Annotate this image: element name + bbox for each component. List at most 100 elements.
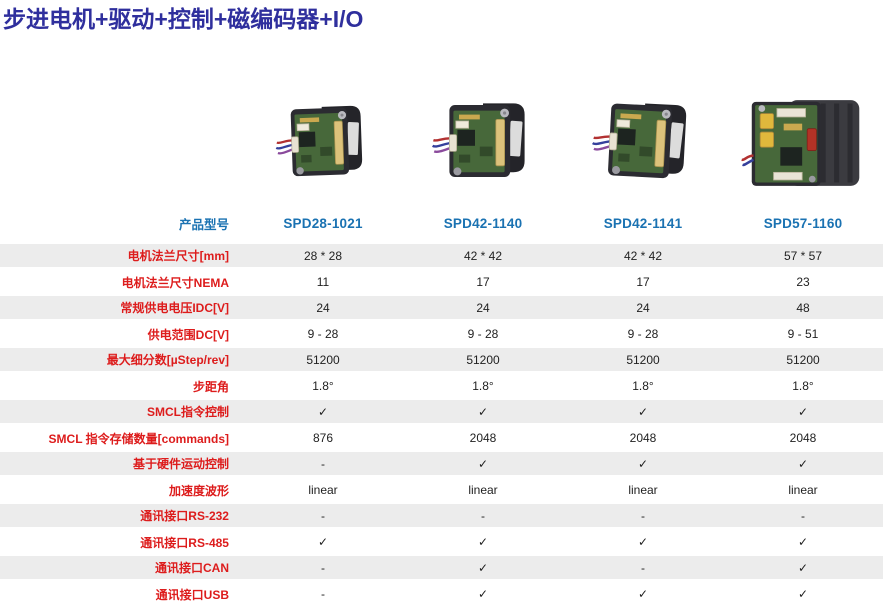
checkmark-cell: ✓ [637, 456, 649, 471]
cell-value: 51200 [306, 352, 340, 367]
row-label: 电机法兰尺寸[mm] [127, 249, 229, 263]
cell-value: 51200 [466, 352, 500, 367]
product-name-spd42-1141: SPD42-1141 [603, 215, 683, 231]
stepper-motor-photo-icon [587, 93, 699, 197]
product-model-header: 产品型号 [178, 217, 229, 232]
row-label: 基于硬件运动控制 [132, 457, 229, 471]
cell-value: linear [788, 483, 818, 497]
row-label: 通讯接口CAN [155, 561, 229, 575]
cell-value: 17 [476, 275, 490, 289]
cell-value: 9 - 51 [787, 327, 819, 341]
table-row-rs485: 通讯接口RS-485 ✓ ✓ ✓ ✓ [0, 529, 883, 555]
row-label: 电机法兰尺寸NEMA [121, 275, 229, 290]
checkmark-cell: ✓ [797, 456, 809, 471]
stepper-motor-photo-icon [271, 97, 375, 194]
checkmark-cell: ✓ [637, 535, 649, 549]
checkmark-cell: ✓ [797, 560, 809, 575]
row-label: 最大细分数[µStep/rev] [106, 353, 229, 367]
product-photo-spd42-1141 [563, 84, 723, 206]
checkmark-cell: - [321, 456, 325, 471]
stepper-motor-photo-icon [427, 93, 539, 197]
table-row-can: 通讯接口CAN - ✓ - ✓ [0, 555, 883, 581]
cell-value: linear [468, 483, 498, 497]
checkmark-cell: ✓ [637, 404, 649, 419]
checkmark-cell: ✓ [477, 560, 489, 575]
cell-value: 2048 [789, 431, 817, 445]
cell-value: 24 [476, 300, 490, 315]
cell-value: 51200 [626, 352, 660, 367]
cell-value: 876 [312, 431, 334, 445]
cell-value: 2048 [469, 431, 497, 445]
product-photo-spd57-1160 [723, 84, 883, 206]
row-label: 通讯接口RS-232 [140, 509, 229, 523]
checkmark-cell: ✓ [477, 587, 489, 601]
stepper-motor-photo-icon [740, 95, 866, 196]
row-label: 供电范围DC[V] [147, 327, 229, 342]
cell-value: 9 - 28 [627, 327, 659, 341]
cell-value: linear [628, 483, 658, 497]
checkmark-cell: ✓ [797, 404, 809, 419]
product-name-spd57-1160: SPD57-1160 [763, 215, 843, 231]
product-name-spd28-1021: SPD28-1021 [283, 215, 363, 231]
spec-table: 电机法兰尺寸[mm] 28 * 28 42 * 42 42 * 42 57 * … [0, 243, 883, 607]
row-label: 加速度波形 [168, 483, 229, 498]
row-label: 通讯接口USB [155, 587, 229, 602]
cell-value: 24 [316, 300, 330, 315]
checkmark-cell: ✓ [317, 535, 329, 549]
checkmark-cell: - [321, 587, 325, 601]
table-row-smcl-storage: SMCL 指令存储数量[commands] 876 2048 2048 2048 [0, 425, 883, 451]
checkmark-cell: ✓ [477, 404, 489, 419]
checkmark-cell: - [641, 560, 645, 575]
table-row-step-angle: 步距角 1.8° 1.8° 1.8° 1.8° [0, 373, 883, 399]
cell-value: 42 * 42 [463, 248, 503, 263]
checkmark-cell: - [641, 508, 645, 523]
checkmark-cell: ✓ [797, 535, 809, 549]
cell-value: 9 - 28 [467, 327, 499, 341]
checkmark-cell: ✓ [317, 404, 329, 419]
cell-value: 1.8° [792, 379, 814, 393]
cell-value: 57 * 57 [783, 248, 823, 263]
checkmark-cell: ✓ [477, 535, 489, 549]
table-row-hw-motion-control: 基于硬件运动控制 - ✓ ✓ ✓ [0, 451, 883, 477]
cell-value: 1.8° [472, 379, 494, 393]
product-photo-spd28-1021 [243, 84, 403, 206]
product-header-row: 产品型号 SPD28-1021 SPD42-1140 SPD42-1141 SP… [0, 206, 883, 240]
cell-value: 2048 [629, 431, 657, 445]
checkmark-cell: ✓ [477, 456, 489, 471]
table-row-accel-profile: 加速度波形 linear linear linear linear [0, 477, 883, 503]
cell-value: linear [308, 483, 338, 497]
table-row-flange-mm: 电机法兰尺寸[mm] 28 * 28 42 * 42 42 * 42 57 * … [0, 243, 883, 269]
row-label: 通讯接口RS-485 [140, 535, 229, 550]
checkmark-cell: ✓ [637, 587, 649, 601]
checkmark-cell: - [801, 508, 805, 523]
table-row-nominal-voltage: 常规供电电压IDC[V] 24 24 24 48 [0, 295, 883, 321]
cell-value: 23 [796, 275, 810, 289]
cell-value: 28 * 28 [303, 248, 343, 263]
cell-value: 48 [796, 300, 810, 315]
checkmark-cell: - [481, 508, 485, 523]
table-row-smcl-control: SMCL指令控制 ✓ ✓ ✓ ✓ [0, 399, 883, 425]
cell-value: 42 * 42 [623, 248, 663, 263]
cell-value: 17 [636, 275, 650, 289]
table-row-usb: 通讯接口USB - ✓ ✓ ✓ [0, 581, 883, 607]
table-row-flange-nema: 电机法兰尺寸NEMA 11 17 17 23 [0, 269, 883, 295]
cell-value: 1.8° [632, 379, 654, 393]
cell-value: 51200 [786, 352, 820, 367]
checkmark-cell: - [321, 508, 325, 523]
cell-value: 9 - 28 [307, 327, 339, 341]
product-photo-spd42-1140 [403, 84, 563, 206]
row-label: 步距角 [192, 379, 229, 394]
cell-value: 11 [316, 275, 330, 289]
row-label: SMCL 指令存储数量[commands] [48, 431, 229, 446]
cell-value: 1.8° [312, 379, 334, 393]
row-label: SMCL指令控制 [147, 405, 229, 419]
cell-value: 24 [636, 300, 650, 315]
product-photo-strip [243, 84, 883, 206]
page-title: 步进电机+驱动+控制+磁编码器+I/O [3, 6, 364, 32]
table-row-rs232: 通讯接口RS-232 - - - - [0, 503, 883, 529]
table-row-voltage-range: 供电范围DC[V] 9 - 28 9 - 28 9 - 28 9 - 51 [0, 321, 883, 347]
table-row-microsteps: 最大细分数[µStep/rev] 51200 51200 51200 51200 [0, 347, 883, 373]
row-label: 常规供电电压IDC[V] [120, 301, 229, 315]
checkmark-cell: - [321, 560, 325, 575]
product-name-spd42-1140: SPD42-1140 [443, 215, 523, 231]
